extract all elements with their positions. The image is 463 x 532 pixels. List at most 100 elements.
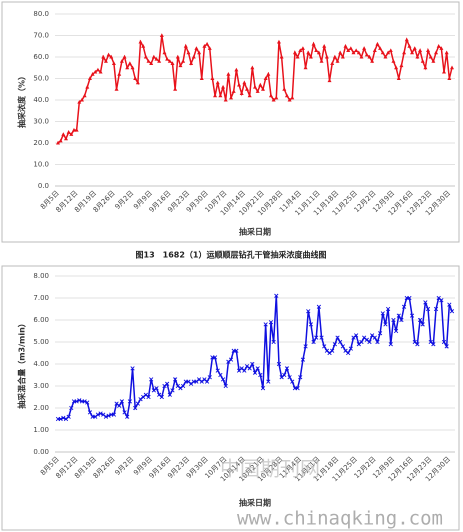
point [402, 50, 407, 55]
point [335, 335, 340, 340]
point [335, 59, 340, 63]
point [319, 335, 324, 340]
point [436, 44, 441, 48]
point [324, 54, 329, 59]
point [282, 372, 287, 378]
point [407, 44, 412, 48]
point [354, 48, 359, 53]
point [247, 93, 252, 98]
y-tick-label: 2.00 [33, 404, 49, 412]
y-tick-label: 40.0 [33, 96, 49, 104]
point [228, 357, 234, 362]
point [410, 50, 415, 55]
point [207, 46, 212, 50]
point [396, 76, 401, 80]
point [332, 54, 337, 59]
point [268, 320, 274, 325]
point [125, 65, 130, 70]
point [385, 306, 391, 312]
point [215, 80, 220, 85]
point [319, 59, 324, 63]
chart-frame [1, 265, 460, 531]
point [399, 317, 404, 323]
point [170, 388, 175, 393]
point [346, 48, 351, 53]
point [282, 87, 287, 91]
point [98, 69, 103, 74]
point [399, 63, 404, 68]
point [74, 399, 79, 404]
point [69, 132, 74, 136]
point [98, 411, 103, 416]
point [250, 65, 255, 70]
point [447, 302, 452, 307]
point [388, 342, 393, 347]
point [173, 377, 178, 382]
point [106, 52, 111, 57]
point [404, 37, 409, 42]
point [247, 366, 252, 371]
point [127, 399, 132, 404]
point [229, 95, 234, 100]
point [226, 72, 231, 76]
point [135, 80, 140, 85]
point [351, 50, 356, 55]
point [330, 348, 335, 353]
point [194, 46, 199, 50]
point [300, 46, 305, 50]
point [279, 54, 284, 59]
x-axis-title: 抽采日期 [239, 227, 271, 237]
point [85, 84, 90, 89]
point [378, 46, 383, 50]
point [420, 322, 425, 327]
y-axis-title: 抽采浓度（%） [17, 72, 27, 128]
y-tick-label: 80.0 [33, 10, 49, 18]
point [439, 298, 444, 303]
point [425, 306, 431, 312]
point [415, 342, 420, 347]
point [234, 348, 239, 353]
point [290, 379, 295, 384]
point [276, 39, 281, 44]
point [189, 61, 194, 65]
point [149, 377, 154, 382]
point [220, 377, 226, 382]
point [205, 41, 210, 46]
point [284, 93, 289, 98]
point [439, 46, 444, 50]
point [444, 344, 449, 349]
y-tick-label: 20.0 [33, 139, 49, 147]
point [375, 41, 380, 46]
point [332, 342, 337, 347]
point [367, 339, 372, 345]
point [308, 322, 314, 327]
point [186, 50, 191, 55]
point [263, 322, 268, 327]
point [197, 50, 202, 55]
caption: 图13 1682（1）运顺顺层钻孔干管抽采浓度曲线图 [136, 250, 327, 260]
point [61, 132, 66, 136]
point [87, 76, 92, 80]
point [135, 401, 140, 406]
y-tick-label: 0.0 [38, 182, 49, 190]
point [111, 412, 117, 417]
point [253, 84, 257, 89]
point [340, 344, 345, 349]
point [372, 335, 377, 340]
point [303, 65, 308, 70]
point [165, 56, 170, 61]
point [316, 50, 321, 55]
point [234, 67, 239, 72]
point [119, 59, 124, 63]
point [125, 414, 130, 419]
point [167, 59, 172, 63]
point [359, 54, 364, 59]
point [426, 48, 431, 53]
point [82, 93, 87, 98]
point [268, 93, 273, 98]
point [300, 357, 306, 362]
point [258, 82, 263, 87]
point [79, 97, 84, 102]
point [449, 309, 455, 314]
point [298, 48, 303, 53]
